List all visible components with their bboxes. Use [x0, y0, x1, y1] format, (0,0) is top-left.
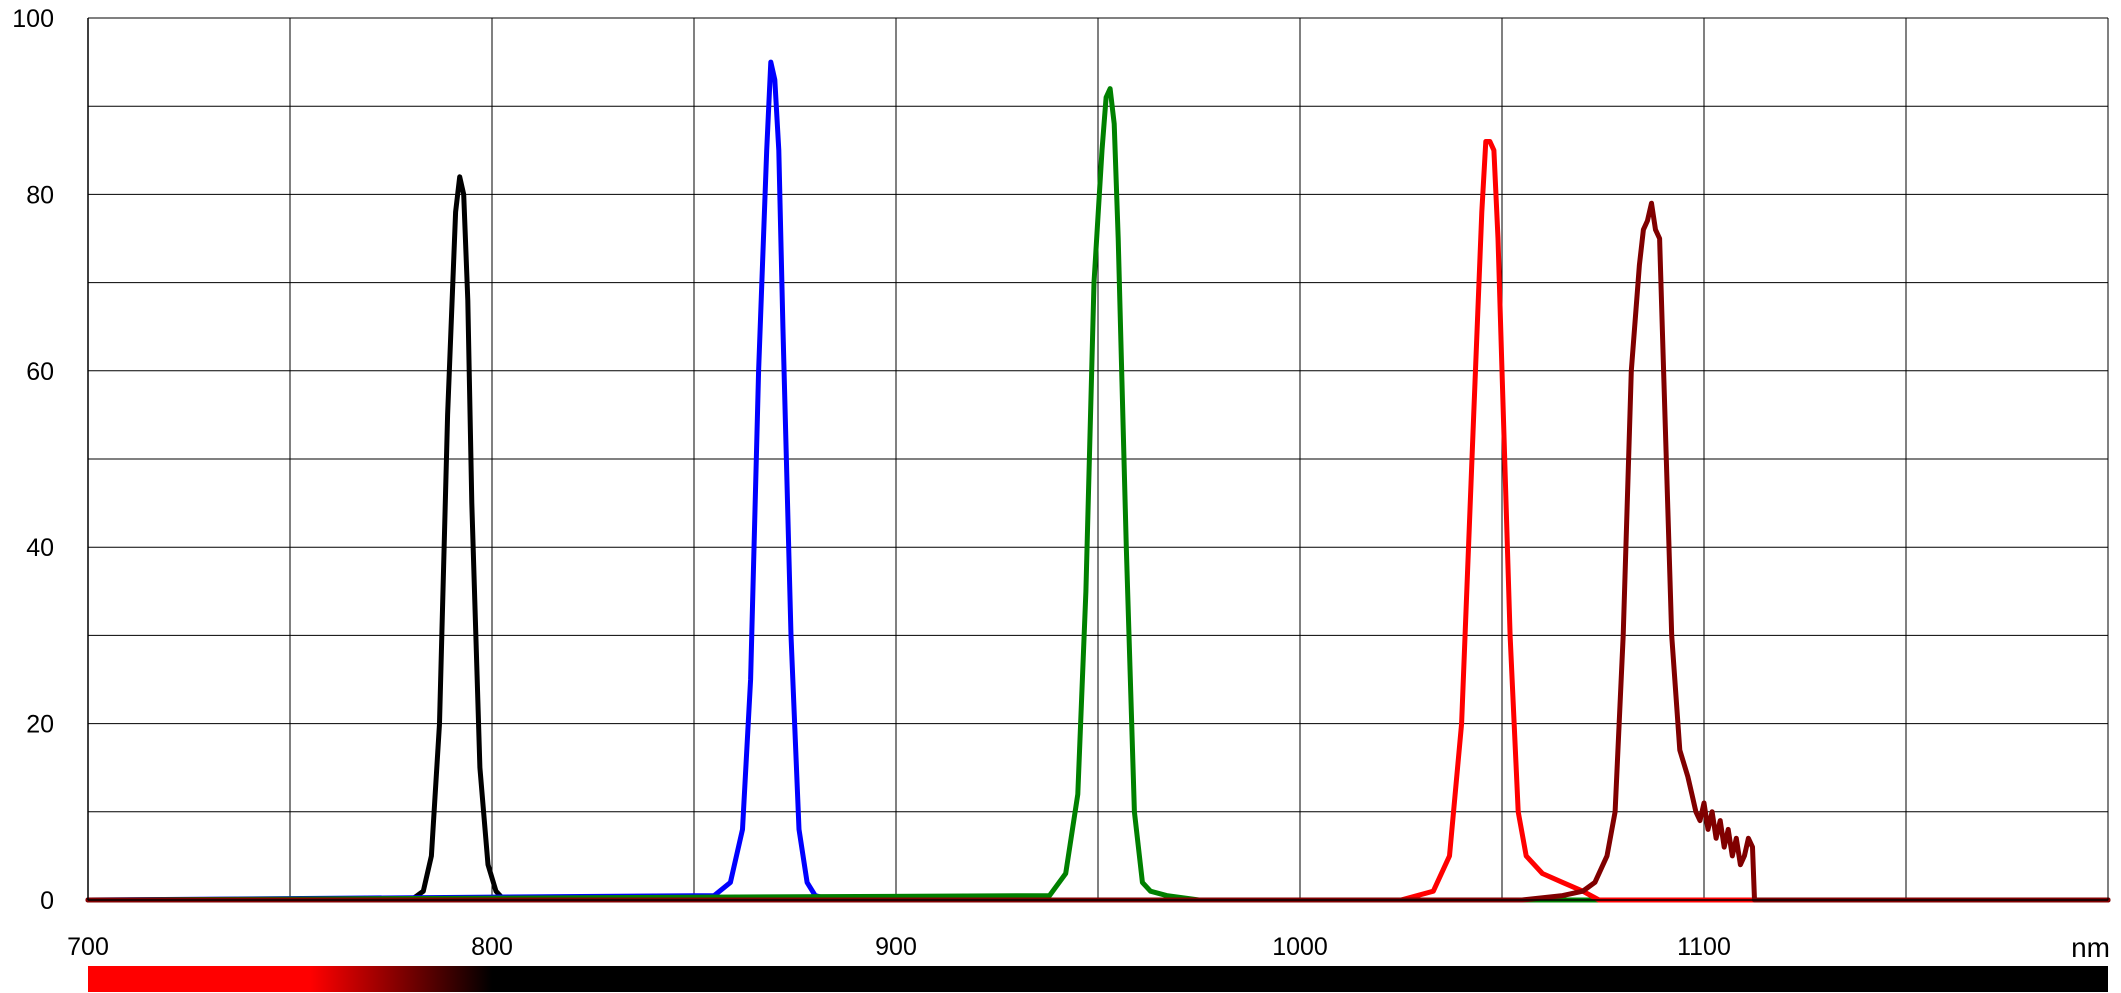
- y-tick-label: 60: [26, 358, 54, 386]
- x-axis-unit-label: nm: [2071, 932, 2110, 963]
- y-tick-label: 80: [26, 181, 54, 209]
- wavelength-color-bar: [88, 966, 2108, 992]
- y-tick-label: 40: [26, 534, 54, 562]
- y-tick-label: 0: [40, 887, 54, 915]
- x-tick-label: 900: [875, 933, 917, 961]
- y-tick-label: 100: [12, 5, 54, 33]
- y-tick-label: 20: [26, 711, 54, 739]
- axes: [87, 18, 2109, 901]
- x-tick-label: 700: [67, 933, 109, 961]
- grid-lines: [88, 17, 2108, 900]
- x-tick-label: 800: [471, 933, 513, 961]
- series-line-5: [85, 200, 2111, 903]
- x-tick-label: 1000: [1272, 933, 1328, 961]
- tick-labels: 0 20 40 60 80 100 700 800 900 1000 1100: [12, 5, 1731, 961]
- series-line-3: [85, 86, 2111, 903]
- x-tick-label: 1100: [1677, 933, 1731, 961]
- series-line-4: [85, 139, 2111, 903]
- data-series: [85, 59, 2111, 903]
